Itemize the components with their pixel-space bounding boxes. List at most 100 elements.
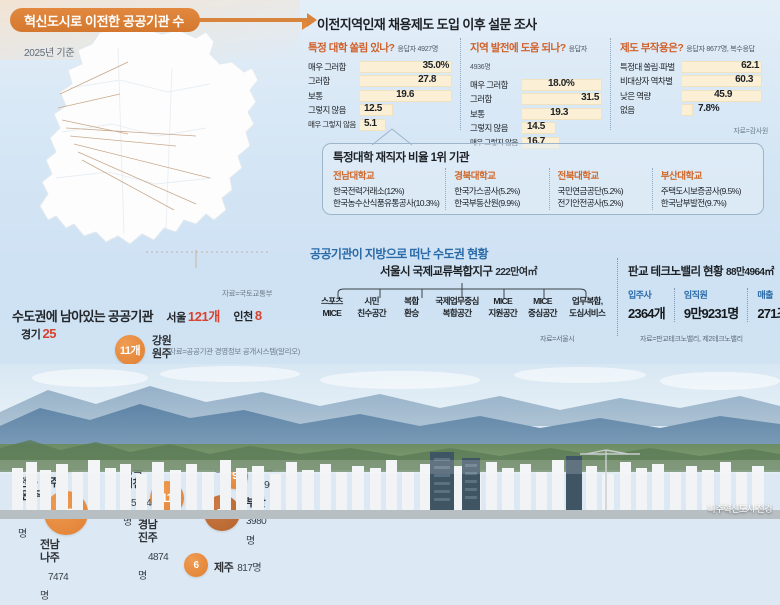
survey-chart-side-effects: 제도 부작용은? 응답자 8677명, 복수응답 특정대 쏠림·파벌 62.1 비… (610, 38, 770, 135)
university-institution: 국민연금공단(5.2%) (557, 186, 624, 196)
photo-clouds (32, 366, 780, 390)
pangyo-source: 자료=판교테크노밸리, 제2테크노밸리 (640, 336, 743, 343)
bar-track: 31.5 (522, 92, 602, 105)
bar-value: 62.1 (741, 59, 759, 71)
university-column-jeonnam: 전남대학교 한국전력거래소(12%) 한국농수산식품유통공사(10.3%) (333, 168, 445, 210)
chart-title: 지역 발전에 도움 되나? (470, 42, 566, 54)
bar-label: 특정대 쏠림·파벌 (620, 61, 675, 72)
bar-fill (522, 122, 556, 134)
university-institution: 전기안전공사(5.2%) (557, 198, 624, 209)
survey-chart-regional-development: 지역 발전에 도움 되나? 응답자 4936명 매우 그러함 18.0% 그러함 … (460, 38, 610, 149)
bar-fill (682, 104, 694, 116)
university-name: 전남대학교 (333, 171, 375, 182)
bar-track: 5.1 (360, 117, 452, 131)
page-title: 혁신도시로 이전한 공공기관 수 (10, 8, 200, 32)
bar-row: 보통 19.3 (470, 107, 602, 120)
chart-respondents: 응답자 4936명 (470, 46, 588, 71)
bar-value: 12.5 (364, 103, 382, 114)
bar-label: 그렇지 않음 (470, 123, 508, 133)
chart-respondents: 응답자 8677명, 복수응답 (686, 46, 755, 53)
node-detail: 7474명 (40, 571, 69, 603)
bubble-count: 11개 (115, 335, 145, 365)
seoul-source: 자료=서울시 (540, 336, 575, 343)
bar-label: 낮은 역량 (620, 90, 651, 101)
university-institution: 한국농수산식품유통공사(10.3%) (333, 198, 440, 209)
survey-source: 자료=감사원 (733, 128, 769, 135)
cityscape-photo: 나주혁신도시 전경 (0, 364, 780, 519)
bar-list: 매우 그러함 18.0% 그러함 31.5 보통 19.3 그렇지 않음 14.… (470, 78, 602, 149)
bar-value: 19.3 (550, 106, 568, 118)
node-name: 전남 나주 (40, 539, 60, 565)
bar-label: 매우 그러함 (470, 79, 508, 90)
survey-section-title: 이전지역인재 채용제도 도입 이후 설문 조사 (317, 17, 537, 32)
bar-fill (360, 89, 452, 102)
university-name: 부산대학교 (660, 171, 703, 182)
seoul-district-area: 222만여㎡ (495, 267, 537, 278)
university-box-title: 특정대학 재직자 비율 1위 기관 (333, 152, 470, 164)
bar-track: 14.5 (522, 121, 602, 134)
bar-label: 없음 (620, 105, 635, 115)
bar-value: 7.8% (698, 103, 720, 114)
chart-title-row: 특정 대학 쏠림 있나? 응답자 4927명 (308, 38, 452, 56)
as-of-label: 2025년 기준 (24, 48, 75, 59)
bar-row: 매우 그러함 35.0% (308, 60, 452, 73)
bar-track: 7.8% (682, 103, 762, 116)
bar-value: 16.7 (527, 135, 545, 147)
node-name: 경남 진주 (138, 519, 158, 545)
map-node-label: 경남 진주 4874명 (138, 519, 169, 585)
photo-foreground-haze (0, 460, 780, 474)
bar-fill (682, 89, 762, 102)
university-institution: 한국부동산원(9.9%) (454, 198, 520, 209)
node-name: 강원 원주 (152, 335, 172, 361)
bar-value: 45.9 (714, 88, 732, 100)
stat-value: 9만9231명 (683, 306, 739, 321)
section-arrow-icon (302, 17, 311, 30)
bar-label: 매우 그러함 (308, 61, 346, 72)
university-column-jeonbuk: 전북대학교 국민연금공단(5.2%) 전기안전공사(5.2%) (548, 168, 652, 210)
bar-fill (360, 118, 386, 131)
region-value: 8 (254, 307, 262, 323)
chart-title: 제도 부작용은? (620, 42, 684, 54)
seoul-zone-row: 스포츠 MICE 시민 친수공간 복합 환승 국제업무중심 복합공간 MICE … (312, 296, 612, 319)
bar-row: 보통 19.6 (308, 89, 452, 102)
bar-value: 27.8 (418, 74, 436, 85)
photo-apartment-blocks (12, 460, 764, 514)
bar-label: 보통 (308, 90, 323, 101)
map-source: 자료=국토교통부 (222, 289, 273, 298)
university-column-busan: 부산대학교 주택도시보증공사(9.5%) 한국남부발전(9.7%) (651, 168, 755, 210)
seoul-zone: MICE 중심공간 (528, 296, 558, 318)
stat-label: 임직원 (683, 290, 708, 300)
bar-label: 매우 그렇지 않음 (470, 137, 522, 148)
university-ranking-box: 특정대학 재직자 비율 1위 기관 전남대학교 한국전력거래소(12%) 한국농… (322, 143, 764, 215)
pangyo-area: 88만4964㎡ (726, 267, 774, 278)
region-label: 인천 (233, 310, 253, 323)
bar-value: 19.6 (396, 88, 414, 100)
bar-row: 그렇지 않음 12.5 (308, 103, 452, 117)
node-detail: 817명 (237, 563, 262, 574)
capital-region-item-gyeonggi: 경기 25 (21, 326, 57, 342)
bar-track: 19.6 (360, 88, 452, 102)
stat-value: 2364개 (628, 306, 666, 321)
survey-chart-university-concentration: 특정 대학 쏠림 있나? 응답자 4927명 매우 그러함 35.0% 그러함 2… (308, 38, 460, 131)
survey-charts: 특정 대학 쏠림 있나? 응답자 4927명 매우 그러함 35.0% 그러함 2… (308, 38, 776, 149)
bar-value: 14.5 (527, 121, 545, 132)
bar-list: 매우 그러함 35.0% 그러함 27.8 보통 19.6 그렇지 않음 12.… (308, 60, 452, 131)
map-landmass (39, 27, 259, 245)
node-detail: 3980명 (246, 516, 267, 547)
chart-title-row: 제도 부작용은? 응답자 8677명, 복수응답 (620, 38, 762, 56)
bar-fill (522, 107, 602, 120)
bar-row: 매우 그러함 18.0% (470, 78, 602, 91)
title-arrow-icon (186, 13, 317, 27)
bar-value: 5.1 (364, 117, 377, 129)
bar-row: 특정대 쏠림·파벌 62.1 (620, 60, 762, 73)
region-value: 121개 (187, 309, 220, 324)
university-institution: 한국전력거래소(12%) (333, 186, 405, 196)
bar-label: 매우 그렇지 않음 (308, 120, 356, 129)
map-leader-lines (57, 61, 211, 211)
stat-label: 매출 (757, 290, 773, 300)
univ-box-pointer-icon (372, 128, 412, 146)
capital-region-item-seoul: 서울 121개 (166, 306, 220, 325)
node-detail: 4874명 (138, 551, 169, 583)
bar-row: 매우 그렇지 않음 5.1 (308, 118, 452, 131)
